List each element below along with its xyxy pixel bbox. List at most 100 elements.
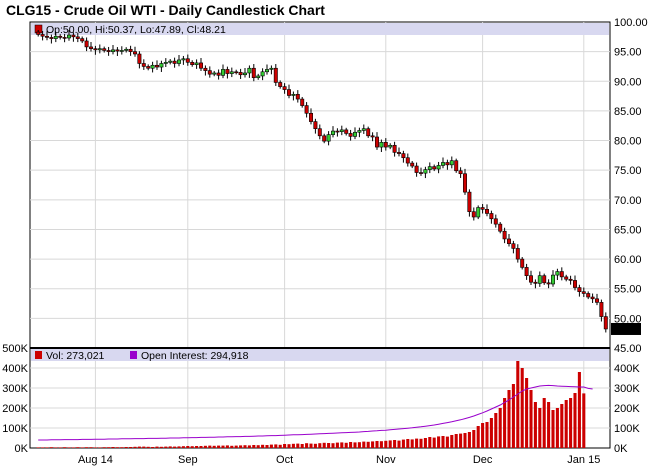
candle-body [564, 276, 569, 280]
volume-bar [375, 441, 379, 448]
candle-body [115, 49, 120, 52]
volume-bar [168, 446, 172, 448]
x-tick-label: Nov [376, 454, 396, 466]
ohlc-legend-text: Op:50.00, Hi:50.37, Lo:47.89, Cl:48.21 [46, 24, 226, 36]
candle-body [524, 267, 529, 276]
candle-body [133, 51, 137, 55]
volume-bar [63, 447, 67, 448]
candle-body [111, 49, 115, 52]
volume-bar [186, 446, 190, 448]
candle-body [370, 135, 375, 138]
candle-body [339, 129, 344, 132]
candle-body [45, 35, 49, 38]
candle-body [498, 223, 503, 232]
candle-body [221, 69, 225, 76]
volume-bar [331, 443, 335, 448]
volume-bar [454, 434, 458, 448]
volume-bar [80, 447, 84, 448]
candle-body [375, 136, 379, 148]
volume-bar [340, 442, 344, 448]
candle-body [485, 209, 489, 214]
volume-bar [217, 445, 221, 448]
candle-body [449, 160, 454, 166]
candle-body [515, 248, 520, 260]
price-tick-label: 95.00 [614, 47, 642, 59]
candle-body [441, 162, 445, 166]
candle-body [71, 34, 76, 38]
price-tick-label: 85.00 [614, 106, 642, 118]
open-interest-line [38, 384, 593, 441]
candle-body [203, 67, 208, 71]
candle-body [141, 63, 146, 67]
candle-body [529, 275, 533, 283]
candle-body [454, 160, 459, 172]
candle-body [471, 211, 476, 218]
candle-body [507, 238, 511, 244]
volume-bar [212, 445, 216, 448]
candle-body [190, 62, 195, 65]
candle-body [97, 48, 102, 51]
volume-bar [410, 439, 414, 448]
volume-bar [423, 438, 427, 448]
volume-bar [36, 447, 40, 448]
volume-bar [476, 426, 480, 448]
x-tick-label: Sep [178, 454, 198, 466]
candle-body [401, 153, 406, 159]
volume-bar [173, 446, 177, 448]
volume-bar [441, 436, 445, 448]
volume-bar [305, 443, 309, 448]
candle-body [322, 135, 327, 142]
volume-bar [67, 447, 71, 448]
volume-bar [49, 447, 53, 448]
candle-body [75, 36, 80, 39]
candle-body [533, 281, 538, 284]
volume-bar [529, 390, 533, 448]
candle-body [243, 72, 247, 76]
candle-body [445, 162, 450, 166]
candle-body [163, 62, 168, 64]
candle-body [573, 280, 577, 288]
volume-bar [151, 447, 155, 448]
volume-bar [533, 402, 537, 448]
candle-body [331, 130, 335, 135]
candle-body [62, 37, 67, 39]
candle-body [379, 142, 384, 148]
volume-bar [322, 442, 326, 448]
volume-bar [102, 447, 106, 448]
volume-bar [577, 372, 581, 448]
candle-body [436, 165, 441, 170]
volume-bar [54, 447, 58, 448]
volume-bar [41, 447, 45, 448]
x-tick-label: Jan 15 [567, 454, 600, 466]
candle-body [458, 170, 463, 175]
candle-body [282, 86, 287, 90]
volume-bar [555, 408, 559, 448]
volume-bar [397, 440, 401, 448]
candle-body [595, 298, 599, 303]
candle-body [344, 129, 349, 134]
candle-body [542, 275, 547, 284]
candle-body [194, 62, 199, 65]
candle-body [423, 169, 428, 174]
price-tick-label: 45.00 [614, 343, 642, 355]
candle-body [463, 173, 467, 193]
candle-body [199, 62, 203, 69]
price-tick-label: 80.00 [614, 136, 642, 148]
volume-bar [300, 444, 304, 448]
volume-bar [551, 410, 555, 448]
volume-bar [234, 445, 238, 448]
volume-bar [155, 446, 159, 448]
candle-body [84, 40, 89, 48]
candle-body [489, 213, 494, 220]
candle-body [388, 144, 393, 148]
volume-bar [582, 393, 586, 448]
candle-body [234, 71, 239, 74]
candle-body [159, 63, 164, 68]
volume-bar [353, 442, 357, 448]
volume-bar [366, 441, 370, 448]
volume-bar [85, 447, 89, 448]
volume-bar [261, 444, 265, 448]
candle-body [212, 72, 217, 75]
volume-bar [327, 443, 331, 448]
candle-body [137, 53, 142, 64]
